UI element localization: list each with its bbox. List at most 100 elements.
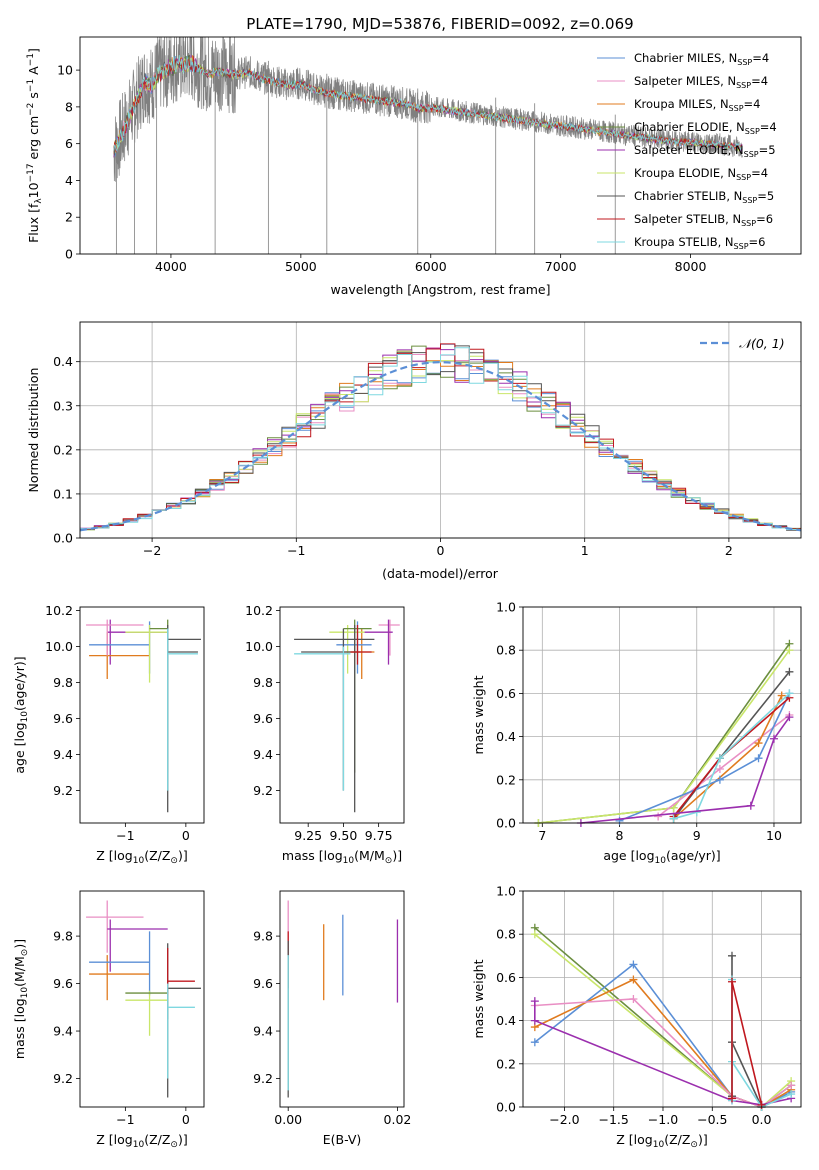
mass-weight-marker bbox=[715, 775, 724, 784]
x-tick-label: 0 bbox=[437, 543, 445, 558]
x-tick-label: −1 bbox=[116, 1112, 134, 1127]
y-tick-label: 0.6 bbox=[496, 970, 516, 985]
legend-entry-text: Salpeter ELODIE, N bbox=[634, 143, 744, 157]
y-axis-label-sup: −2 bbox=[26, 103, 36, 116]
legend-entry-sub: SSP bbox=[742, 196, 757, 205]
x-axis-label-part: mass [log bbox=[282, 848, 343, 863]
y-axis-label-sup: −1 bbox=[26, 79, 36, 92]
plot-frame bbox=[522, 890, 802, 1108]
plot-frame bbox=[79, 321, 802, 539]
y-tick-label: 0.0 bbox=[496, 816, 516, 831]
age_vs_z-plot-area bbox=[86, 619, 201, 813]
y-axis-label-part: A bbox=[26, 66, 41, 79]
figure-title: PLATE=1790, MJD=53876, FIBERID=0092, z=0… bbox=[246, 15, 633, 33]
y-tick-label: 1.0 bbox=[496, 600, 516, 615]
y-tick-label: 9.4 bbox=[253, 1024, 273, 1039]
mass_vs_z-panel: −1 09.29.49.69.8Z [log10(Z/Z⊙)]mass [log1… bbox=[12, 890, 205, 1150]
y-tick-label: 9.6 bbox=[253, 711, 273, 726]
mass-weight-marker bbox=[727, 951, 736, 960]
x-axis-label: (data-model)/error bbox=[382, 566, 499, 581]
x-axis-label: mass [log10(M/M⊙)] bbox=[282, 848, 402, 866]
spectrum-plot-area bbox=[113, 37, 743, 254]
mass-weight-marker bbox=[785, 667, 794, 676]
mass-weight-marker bbox=[530, 930, 539, 939]
y-tick-label: 2 bbox=[65, 210, 73, 225]
errorbar-point bbox=[125, 983, 169, 1020]
y-axis-label: age [log10(age/yr)] bbox=[12, 656, 30, 773]
mass-weight-marker bbox=[629, 995, 638, 1003]
y-tick-label: 0.4 bbox=[53, 354, 73, 369]
legend-entry: Salpeter ELODIE, NSSP=5 bbox=[634, 143, 776, 159]
y-axis-label: mass weight bbox=[471, 959, 486, 1038]
y-tick-label: 9.4 bbox=[253, 747, 273, 762]
y-tick-label: 9.4 bbox=[53, 1024, 73, 1039]
errorbar-point bbox=[125, 990, 168, 1036]
y-tick-label: 0.8 bbox=[496, 927, 516, 942]
legend-entry-sub: SSP bbox=[741, 219, 756, 228]
errorbar-point bbox=[167, 628, 201, 791]
x-tick-label: 9 bbox=[693, 828, 701, 843]
errorbar-point bbox=[149, 619, 169, 773]
y-axis-label-sub: 10 bbox=[20, 711, 30, 723]
legend-entry-nssp: =6 bbox=[749, 235, 766, 249]
mass-weight-marker bbox=[629, 960, 638, 969]
y-tick-label: 6 bbox=[65, 136, 73, 151]
legend-entry-nssp: =4 bbox=[760, 120, 777, 134]
mass-weight-marker bbox=[757, 1100, 766, 1109]
y-axis-label: mass weight bbox=[471, 675, 486, 754]
mass-weight-marker bbox=[754, 754, 763, 763]
spectrum-panel: 4000 5000 6000 7000 8000 0 2 4 6 8 10 Chabrier MILE… bbox=[26, 36, 802, 297]
mass-weight-line bbox=[731, 981, 763, 1105]
legend-entry-nssp: =6 bbox=[756, 212, 773, 226]
y-tick-label: 9.6 bbox=[53, 711, 73, 726]
x-axis-label: wavelength [Angstrom, rest frame] bbox=[330, 282, 550, 297]
y-tick-label: 0.6 bbox=[496, 686, 516, 701]
x-axis-label-part: (age/yr)] bbox=[666, 848, 721, 863]
y-tick-label: 9.4 bbox=[53, 747, 73, 762]
legend-entry: Kroupa STELIB, NSSP=6 bbox=[634, 235, 765, 251]
x-tick-label: −1.0 bbox=[648, 1112, 678, 1127]
x-axis-label-part: )] bbox=[178, 848, 188, 863]
y-tick-label: 9.8 bbox=[253, 675, 273, 690]
errorbar-point bbox=[107, 919, 168, 972]
x-axis-label-part: age [log bbox=[603, 848, 654, 863]
x-tick-label: −1 bbox=[287, 543, 305, 558]
legend-entry: Chabrier STELIB, NSSP=5 bbox=[634, 189, 774, 205]
y-tick-label: 9.2 bbox=[53, 1071, 73, 1086]
errorbar-point bbox=[301, 628, 361, 791]
mass-weight-marker bbox=[769, 734, 778, 743]
mass-weight-marker bbox=[530, 1038, 539, 1047]
x-tick-label: 9.25 bbox=[294, 828, 322, 843]
errorbar-point bbox=[167, 983, 195, 1079]
x-axis-label: Z [log10(Z/Z⊙)] bbox=[616, 1132, 707, 1150]
mass-weight-marker bbox=[715, 765, 724, 773]
legend-entry-text: Kroupa STELIB, N bbox=[634, 235, 734, 249]
legend-entry: Chabrier MILES, NSSP=4 bbox=[634, 51, 769, 67]
mass-weight-marker bbox=[669, 814, 678, 823]
x-axis-label-sub: ⊙ bbox=[170, 856, 178, 866]
errorbar-point bbox=[86, 619, 144, 656]
x-tick-label: 2 bbox=[725, 543, 733, 558]
model-spectrum-line bbox=[113, 55, 743, 153]
y-tick-label: 0 bbox=[65, 247, 73, 262]
x-tick-label: 9.75 bbox=[365, 828, 393, 843]
errorbar-point bbox=[89, 621, 151, 674]
mass-weight-marker bbox=[746, 801, 755, 810]
mass-weight-marker bbox=[787, 1090, 796, 1099]
mass-weight-line bbox=[619, 693, 791, 822]
errorbar-point bbox=[125, 625, 168, 683]
x-tick-label: −1.5 bbox=[599, 1112, 629, 1127]
y-axis-label-sup: −1 bbox=[26, 53, 36, 66]
x-axis-label-sub: 10 bbox=[343, 856, 355, 866]
mass-weight-line bbox=[657, 714, 790, 818]
y-axis-label-sub: 10 bbox=[20, 987, 30, 999]
x-tick-label: 8 bbox=[616, 828, 624, 843]
errorbar-point bbox=[167, 625, 198, 813]
x-axis-label-part: Z [log bbox=[96, 1132, 132, 1147]
legend-entry-text: Kroupa ELODIE, N bbox=[634, 166, 736, 180]
y-tick-label: 10.2 bbox=[245, 603, 273, 618]
y-tick-label: 9.8 bbox=[53, 929, 73, 944]
x-axis-label-part: (Z/Z bbox=[664, 1132, 690, 1147]
